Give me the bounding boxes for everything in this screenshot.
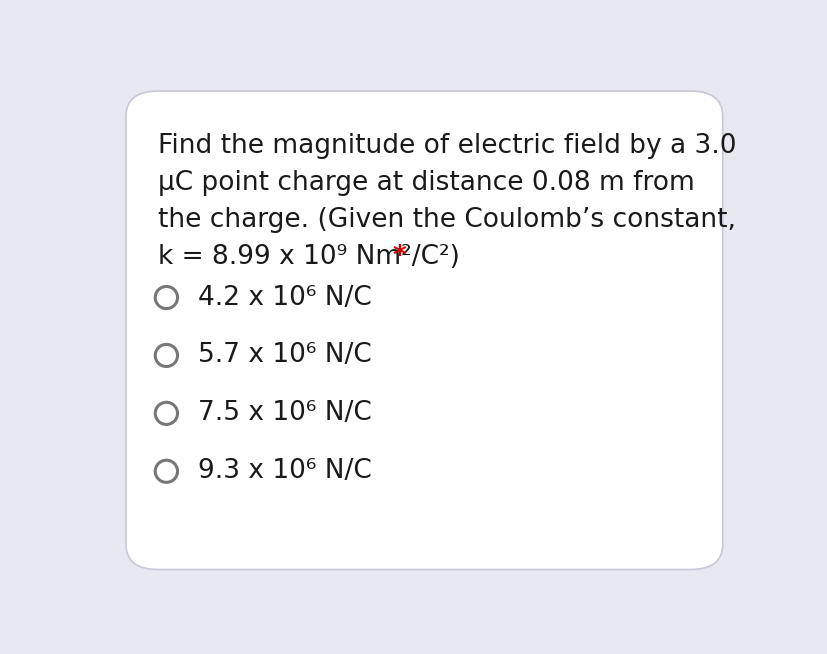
Text: μC point charge at distance 0.08 m from: μC point charge at distance 0.08 m from [158, 170, 694, 196]
Text: *: * [392, 244, 405, 269]
Text: k = 8.99 x 10⁹ Nm²/C²): k = 8.99 x 10⁹ Nm²/C²) [158, 244, 459, 269]
Text: Find the magnitude of electric field by a 3.0: Find the magnitude of electric field by … [158, 133, 736, 160]
Text: 7.5 x 10⁶ N/C: 7.5 x 10⁶ N/C [198, 400, 372, 426]
Text: 9.3 x 10⁶ N/C: 9.3 x 10⁶ N/C [198, 458, 372, 484]
Text: 5.7 x 10⁶ N/C: 5.7 x 10⁶ N/C [198, 343, 372, 368]
FancyBboxPatch shape [126, 91, 722, 570]
Text: 4.2 x 10⁶ N/C: 4.2 x 10⁶ N/C [198, 284, 372, 311]
Text: the charge. (Given the Coulomb’s constant,: the charge. (Given the Coulomb’s constan… [158, 207, 735, 233]
